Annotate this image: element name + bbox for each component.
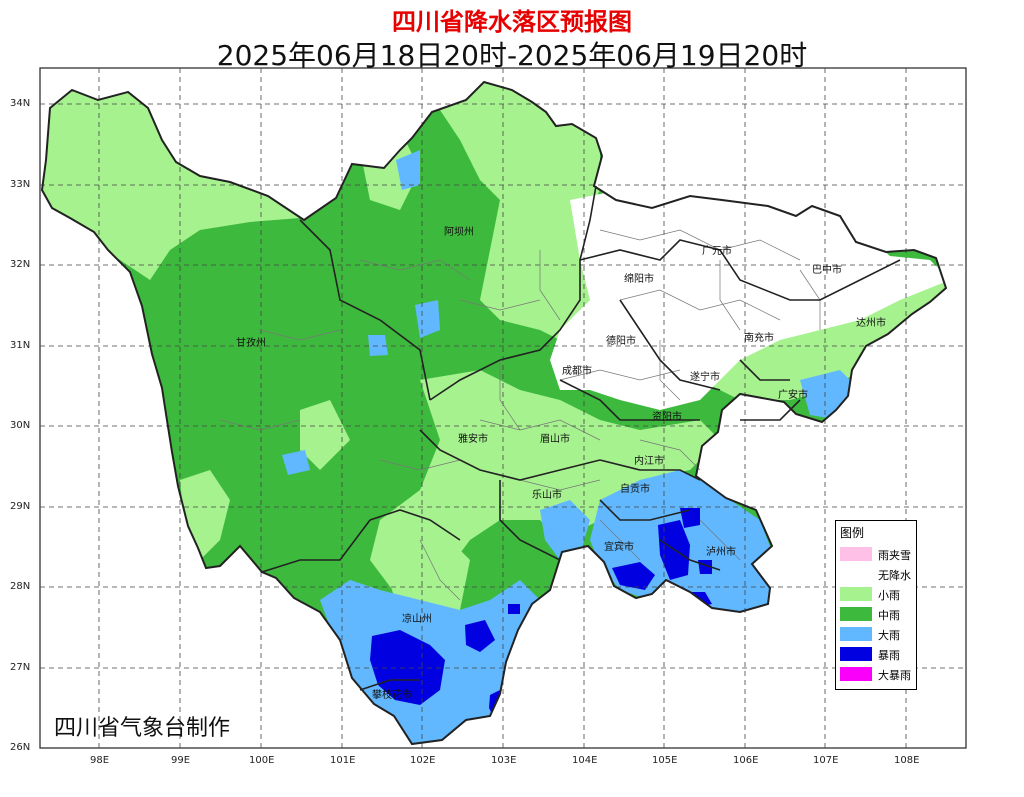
lon-label: 108E [894, 755, 920, 766]
label-nanchong: 南充市 [744, 331, 774, 344]
legend-item: 无降水 [840, 565, 916, 582]
label-panzhihua: 攀枝花市 [372, 688, 412, 701]
lat-label: 28N [10, 581, 31, 592]
legend-item: 大雨 [840, 625, 916, 642]
lon-label: 99E [171, 755, 191, 766]
lon-label: 100E [249, 755, 275, 766]
lat-label: 27N [10, 662, 31, 673]
map-title: 四川省降水落区预报图 [392, 8, 632, 36]
legend-swatch [840, 567, 872, 581]
lon-label: 103E [491, 755, 517, 766]
label-chengdu: 成都市 [562, 364, 592, 377]
lon-label: 101E [330, 755, 356, 766]
label-guangyuan: 广元市 [702, 244, 732, 257]
legend-swatch [840, 627, 872, 641]
legend-swatch [840, 607, 872, 621]
lon-label: 107E [813, 755, 839, 766]
label-yaan: 雅安市 [458, 432, 488, 445]
legend-label: 小雨 [878, 589, 900, 602]
legend-swatch [840, 667, 872, 681]
legend-title: 图例 [840, 526, 865, 540]
county-boundaries [219, 229, 821, 601]
lat-label: 30N [10, 420, 31, 431]
lat-label: 33N [10, 179, 31, 190]
lon-label: 102E [410, 755, 436, 766]
label-meishan: 眉山市 [540, 432, 570, 445]
lat-label: 34N [10, 98, 31, 109]
lon-label: 106E [733, 755, 759, 766]
legend-item: 大暴雨 [840, 665, 916, 682]
lon-label: 98E [90, 755, 110, 766]
forecast-period: 2025年06月18日20时-2025年06月19日20时 [216, 39, 808, 72]
legend-label: 无降水 [878, 569, 911, 582]
graticule [40, 68, 966, 748]
label-bazhong: 巴中市 [812, 263, 842, 276]
label-dazhou: 达州市 [856, 316, 886, 329]
layer-no-precip [550, 190, 946, 410]
legend-label: 雨夹雪 [878, 549, 911, 562]
legend-swatch [840, 647, 872, 661]
label-neijiang: 内江市 [634, 454, 664, 467]
label-mianyang: 绵阳市 [624, 272, 654, 285]
legend-item: 小雨 [840, 585, 916, 602]
legend-swatch [840, 587, 872, 601]
credit-text: 四川省气象台制作 [54, 716, 231, 741]
legend-label: 大雨 [878, 629, 900, 642]
lat-label: 31N [10, 340, 31, 351]
region-labels: 阿坝州 甘孜州 广元市 巴中市 绵阳市 达州市 德阳市 南充市 成都市 遂宁市 … [236, 226, 886, 701]
label-suining: 遂宁市 [690, 370, 720, 383]
lat-label: 32N [10, 259, 31, 270]
lat-label: 29N [10, 501, 31, 512]
legend-label: 大暴雨 [878, 669, 911, 682]
layer-light-rain [42, 82, 946, 620]
label-luzhou: 泸州市 [706, 545, 736, 558]
label-guangan: 广安市 [778, 388, 808, 401]
province-outline [40, 80, 948, 746]
label-deyang: 德阳市 [606, 334, 636, 347]
lat-label: 26N [10, 742, 31, 753]
prefecture-boundaries [261, 185, 901, 691]
legend-item: 暴雨 [840, 645, 916, 662]
lon-label: 104E [572, 755, 598, 766]
label-yibin: 宜宾市 [604, 540, 634, 553]
label-liangshan: 凉山州 [402, 612, 432, 625]
legend-swatch [840, 547, 872, 561]
lon-label: 105E [652, 755, 678, 766]
label-ganzi: 甘孜州 [236, 336, 266, 349]
legend-item: 中雨 [840, 605, 916, 622]
legend-item: 雨夹雪 [840, 545, 916, 562]
legend-label: 暴雨 [878, 649, 900, 662]
label-leshan: 乐山市 [532, 488, 562, 501]
label-ziyang: 资阳市 [652, 410, 682, 423]
legend: 图例 雨夹雪 无降水 小雨 中雨 大雨 暴雨 大暴雨 [835, 520, 917, 690]
legend-label: 中雨 [878, 609, 900, 622]
label-zigong: 自贡市 [620, 482, 650, 495]
label-aba: 阿坝州 [444, 226, 474, 238]
